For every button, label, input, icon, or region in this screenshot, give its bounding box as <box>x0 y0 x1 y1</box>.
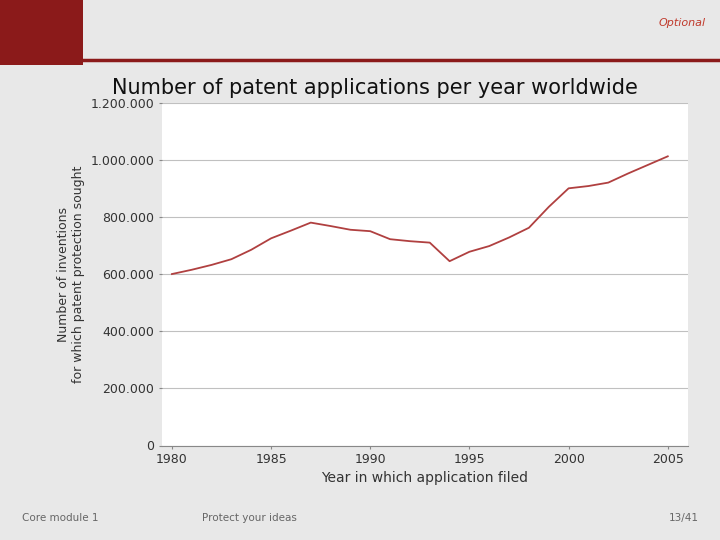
Text: Number of patent applications per year worldwide: Number of patent applications per year w… <box>112 78 637 98</box>
Text: Optional: Optional <box>659 18 706 28</box>
Text: Core module 1: Core module 1 <box>22 514 98 523</box>
Text: Protect your ideas: Protect your ideas <box>202 514 297 523</box>
Y-axis label: Number of inventions
for which patent protection sought: Number of inventions for which patent pr… <box>57 165 85 383</box>
Bar <box>0 0 83 65</box>
Text: Year in which application filed: Year in which application filed <box>321 471 528 485</box>
Text: 13/41: 13/41 <box>668 514 698 523</box>
